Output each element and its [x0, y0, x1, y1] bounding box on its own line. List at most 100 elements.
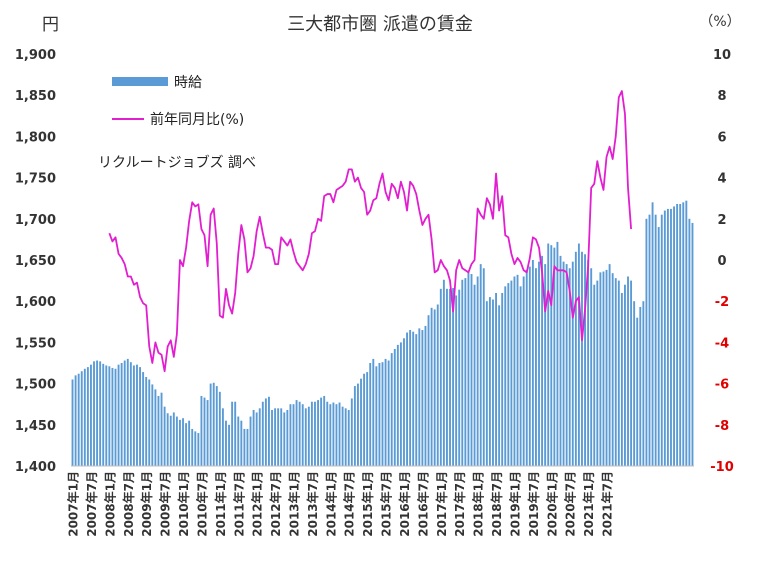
wage-bar: [366, 372, 369, 466]
left-tick-label: 1,500: [15, 378, 56, 393]
wage-bar: [304, 408, 307, 466]
x-tick-label: 2020年1月: [544, 471, 559, 537]
wage-bar: [341, 406, 344, 466]
wage-bar: [157, 395, 160, 466]
wage-bar: [332, 402, 335, 466]
wage-bar: [390, 353, 393, 466]
wage-bar: [163, 406, 166, 466]
wage-bar: [467, 270, 470, 466]
wage-bar: [565, 264, 568, 466]
wage-bar: [271, 409, 273, 466]
wage-bar: [154, 389, 157, 466]
wage-bar: [221, 408, 224, 466]
wage-bar: [504, 286, 507, 466]
yoy-line: [108, 90, 632, 373]
wage-bar: [298, 401, 301, 466]
wage-bar: [682, 202, 685, 466]
wage-bar: [636, 317, 639, 466]
wage-bar: [283, 412, 286, 466]
wage-bar: [614, 278, 617, 466]
wage-bar: [510, 280, 513, 466]
left-tick-label: 1,600: [15, 295, 56, 310]
wage-bar: [544, 264, 547, 466]
wage-bar: [479, 264, 482, 466]
wage-bar: [470, 274, 473, 466]
wage-bar: [498, 305, 501, 466]
wage-bar: [175, 416, 178, 466]
wage-bar: [277, 408, 280, 466]
wage-bar: [105, 365, 108, 466]
wage-bar: [310, 401, 313, 466]
left-tick-label: 1,400: [15, 460, 56, 475]
x-tick-label: 2016年1月: [397, 471, 412, 537]
wage-bar: [513, 276, 516, 466]
right-tick-label: 4: [717, 172, 726, 187]
wage-bar: [538, 261, 540, 466]
wage-bar: [430, 307, 433, 466]
wage-bar: [289, 404, 292, 466]
wage-bar: [442, 279, 445, 466]
wage-bar: [292, 404, 295, 466]
wage-bar: [556, 241, 559, 466]
right-axis-unit: （%）: [699, 14, 740, 30]
x-tick-label: 2015年7月: [379, 471, 394, 537]
wage-bar: [492, 299, 494, 466]
wage-bar: [212, 382, 215, 466]
x-tick-label: 2010年1月: [176, 471, 191, 537]
wage-bar: [231, 401, 234, 466]
wage-bar: [335, 404, 338, 466]
wage-bar: [182, 418, 184, 466]
wage-bar: [74, 375, 77, 466]
wage-bar: [409, 330, 412, 466]
wage-bar: [485, 301, 488, 466]
wage-bar: [123, 360, 126, 466]
x-tick-label: 2013年7月: [305, 471, 320, 537]
wage-bar: [593, 284, 596, 466]
legend-label-bar: 時給: [174, 75, 202, 91]
wage-bar: [516, 274, 519, 466]
wage-bar: [234, 401, 237, 466]
wage-bar: [676, 203, 679, 466]
wage-bar: [670, 208, 672, 466]
wage-bar: [96, 360, 99, 466]
wage-bar: [93, 361, 95, 466]
wage-bar: [249, 416, 252, 466]
wage-bar: [584, 254, 586, 466]
wage-bar: [633, 301, 636, 466]
wage-bar: [215, 386, 218, 466]
wage-bar: [206, 400, 209, 466]
wage-bar: [360, 378, 362, 466]
wage-bar: [605, 269, 608, 466]
wage-bar: [663, 210, 666, 466]
wage-bar: [519, 286, 522, 466]
x-tick-label: 2009年1月: [139, 471, 154, 537]
wage-bar: [436, 304, 439, 466]
wage-bar: [399, 342, 402, 466]
wage-bar: [608, 264, 611, 466]
left-tick-label: 1,800: [15, 130, 56, 145]
wage-bar: [657, 227, 660, 466]
legend: 時給 前年同月比(%): [112, 75, 244, 128]
wage-bar: [574, 251, 577, 466]
right-tick-label: 8: [717, 89, 726, 104]
wage-bar: [427, 315, 430, 466]
left-tick-label: 1,650: [15, 254, 56, 269]
left-tick-label: 1,450: [15, 419, 56, 434]
wage-bar: [439, 288, 442, 466]
wage-bar: [347, 409, 350, 466]
wage-bar: [396, 344, 399, 466]
hourly-wage-bars: [71, 200, 694, 467]
wage-bar: [501, 292, 504, 466]
wage-bar: [218, 391, 221, 466]
wage-bar: [274, 408, 277, 466]
wage-bar: [449, 288, 451, 466]
wage-bar: [240, 420, 243, 466]
wage-bar: [654, 214, 657, 466]
wage-bar: [99, 361, 102, 466]
wage-bar: [295, 400, 298, 466]
x-tick-label: 2013年1月: [287, 471, 302, 537]
x-tick-label: 2019年1月: [507, 471, 522, 537]
wage-bar: [602, 271, 605, 466]
wage-bar: [375, 366, 378, 466]
wage-bar: [691, 222, 694, 466]
